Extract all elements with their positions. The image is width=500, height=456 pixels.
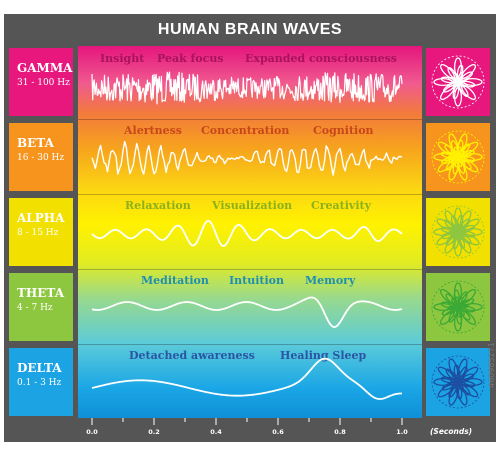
theta-wave — [91, 296, 403, 328]
tick-label: 1.0 — [396, 428, 408, 436]
caption-creativity: Creativity — [311, 199, 371, 212]
axis-ticks — [91, 418, 403, 425]
label-beta-range: 16 - 30 Hz — [17, 153, 65, 163]
label-delta: DELTA 0.1 - 3 Hz — [9, 348, 73, 416]
label-theta-range: 4 - 7 Hz — [17, 303, 53, 313]
caption-cognition: Cognition — [313, 124, 374, 137]
caption-detached-awareness: Detached awareness — [129, 349, 255, 362]
caption-alertness: Alertness — [124, 124, 182, 137]
mandala-alpha-icon — [426, 198, 490, 266]
beta-wave — [91, 140, 403, 176]
label-alpha-name: ALPHA — [17, 211, 65, 225]
row-divider — [78, 194, 422, 195]
mandala-theta-icon — [426, 273, 490, 341]
mandala-gamma-icon — [426, 48, 490, 116]
row-divider — [78, 344, 422, 345]
caption-peak-focus: Peak focus — [157, 52, 224, 65]
gamma-wave — [91, 71, 403, 105]
label-gamma-name: GAMMA — [17, 61, 73, 75]
label-beta-name: BETA — [17, 136, 54, 150]
caption-intuition: Intuition — [229, 274, 284, 287]
caption-healing-sleep: Healing Sleep — [280, 349, 367, 362]
tick-label: 0.2 — [148, 428, 160, 436]
label-theta-name: THETA — [17, 286, 64, 300]
caption-visualization: Visualization — [212, 199, 293, 212]
label-theta: THETA 4 - 7 Hz — [9, 273, 73, 341]
caption-memory: Memory — [305, 274, 356, 287]
label-gamma: GAMMA 31 - 100 Hz — [9, 48, 73, 116]
label-alpha-range: 8 - 15 Hz — [17, 228, 59, 238]
mandala-delta-icon — [426, 348, 490, 416]
label-delta-range: 0.1 - 3 Hz — [17, 378, 62, 388]
tick-label: 0.6 — [272, 428, 284, 436]
delta-wave — [91, 357, 402, 400]
tick-label: 0.0 — [86, 428, 98, 436]
alpha-wave — [91, 220, 403, 247]
axis-unit-label: (Seconds) — [430, 427, 473, 436]
caption-concentration: Concentration — [201, 124, 290, 137]
caption-relaxation: Relaxation — [125, 199, 191, 212]
caption-insight: Insight — [100, 52, 145, 65]
mandala-beta-icon — [426, 123, 490, 191]
caption-expanded-consciousness: Expanded consciousness — [245, 52, 397, 65]
row-divider — [78, 269, 422, 270]
caption-meditation: Meditation — [141, 274, 209, 287]
label-delta-name: DELTA — [17, 361, 62, 375]
tick-label: 0.8 — [334, 428, 346, 436]
tick-label: 0.4 — [210, 428, 222, 436]
label-gamma-range: 31 - 100 Hz — [17, 78, 70, 88]
gradient-band — [78, 46, 422, 418]
diagram-title: HUMAN BRAIN WAVES — [157, 21, 343, 38]
label-beta: BETA 16 - 30 Hz — [9, 123, 73, 191]
row-divider — [78, 119, 422, 120]
watermark-id: 460985271 — [487, 342, 496, 388]
label-alpha: ALPHA 8 - 15 Hz — [9, 198, 73, 266]
